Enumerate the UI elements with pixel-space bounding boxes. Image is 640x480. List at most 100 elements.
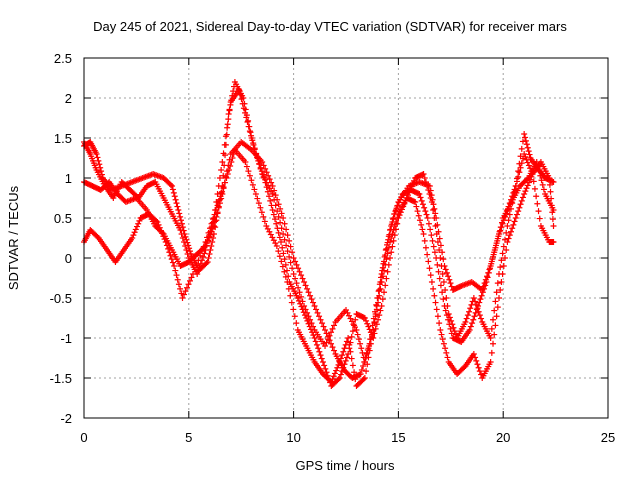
data-point — [448, 317, 455, 324]
data-point — [507, 228, 514, 235]
data-point — [267, 197, 274, 204]
data-point — [157, 227, 164, 234]
data-point — [278, 258, 285, 265]
data-point — [518, 197, 525, 204]
data-point — [336, 375, 343, 381]
data-point — [373, 306, 380, 313]
data-point — [525, 179, 532, 186]
data-point — [519, 194, 526, 201]
data-point — [487, 359, 494, 365]
data-point — [274, 225, 281, 232]
data-point — [315, 345, 322, 352]
data-point — [204, 237, 211, 244]
data-point — [442, 345, 449, 352]
data-point — [428, 199, 435, 205]
data-point — [331, 347, 338, 354]
data-point — [299, 275, 306, 282]
data-point — [490, 340, 497, 347]
data-point — [285, 273, 292, 280]
data-point — [372, 325, 379, 332]
data-point — [358, 367, 365, 373]
data-point — [214, 191, 221, 197]
data-point — [346, 345, 353, 352]
data-point — [496, 271, 503, 277]
data-point — [450, 324, 457, 331]
data-point — [410, 177, 417, 184]
data-point — [491, 247, 498, 253]
data-point — [421, 237, 428, 244]
data-point — [345, 351, 352, 357]
data-point — [436, 235, 443, 242]
data-point — [167, 181, 174, 188]
data-point — [511, 218, 518, 225]
data-point — [526, 151, 533, 158]
data-point — [422, 208, 429, 215]
data-point — [518, 145, 525, 152]
data-point — [430, 243, 437, 250]
data-point — [365, 323, 372, 330]
data-point — [497, 264, 504, 271]
data-point — [229, 155, 236, 161]
data-point — [202, 247, 209, 253]
data-point — [306, 323, 313, 330]
data-point — [438, 331, 445, 338]
data-point — [470, 316, 477, 323]
data-point — [438, 263, 445, 269]
axis-ticks: 0 5 10 15 20 25 -2 -1.5 -1 -0.5 0 0.5 1 1.5 2 2.5 — [50, 51, 616, 445]
data-point — [428, 279, 435, 285]
data-point — [503, 229, 510, 236]
data-point — [248, 177, 255, 184]
data-point — [431, 292, 438, 299]
data-point — [440, 256, 447, 263]
data-point — [268, 179, 275, 186]
y-tick-label: 1.5 — [54, 131, 72, 146]
data-point — [227, 163, 234, 169]
data-point — [269, 234, 276, 241]
data-point — [269, 191, 276, 197]
data-point — [352, 376, 359, 383]
data-point — [360, 376, 367, 383]
data-point — [156, 224, 163, 231]
data-point — [376, 292, 383, 299]
data-point — [341, 361, 348, 368]
data-point — [96, 161, 103, 168]
data-point — [312, 338, 319, 345]
data-point — [498, 257, 505, 264]
data-point — [175, 207, 182, 213]
x-tick-label: 5 — [185, 430, 192, 445]
data-point — [329, 344, 336, 351]
y-tick-label: 1 — [65, 171, 72, 186]
data-point — [207, 228, 214, 235]
data-point — [504, 223, 511, 229]
data-point — [364, 320, 371, 327]
data-point — [522, 153, 529, 160]
data-point — [425, 258, 432, 265]
data-point — [469, 320, 476, 327]
data-point — [444, 354, 451, 361]
data-point — [219, 188, 226, 195]
data-point — [472, 309, 479, 316]
data-point — [298, 303, 305, 310]
data-point — [203, 242, 210, 249]
data-point — [175, 281, 182, 288]
data-point — [535, 208, 542, 215]
data-point — [153, 217, 160, 224]
data-point — [466, 308, 473, 315]
data-point — [345, 312, 352, 319]
data-point — [181, 291, 188, 298]
data-point — [248, 132, 255, 139]
data-point — [295, 265, 302, 272]
data-point — [431, 215, 438, 221]
data-point — [537, 172, 544, 179]
data-point — [375, 299, 382, 306]
data-point — [432, 299, 439, 306]
data-point — [224, 171, 231, 177]
data-point — [267, 231, 274, 238]
data-point — [436, 275, 443, 282]
data-point — [443, 269, 450, 276]
data-point — [131, 229, 138, 236]
data-point — [278, 239, 285, 245]
data-point — [319, 320, 326, 327]
data-point — [287, 259, 294, 266]
data-point — [270, 211, 277, 218]
